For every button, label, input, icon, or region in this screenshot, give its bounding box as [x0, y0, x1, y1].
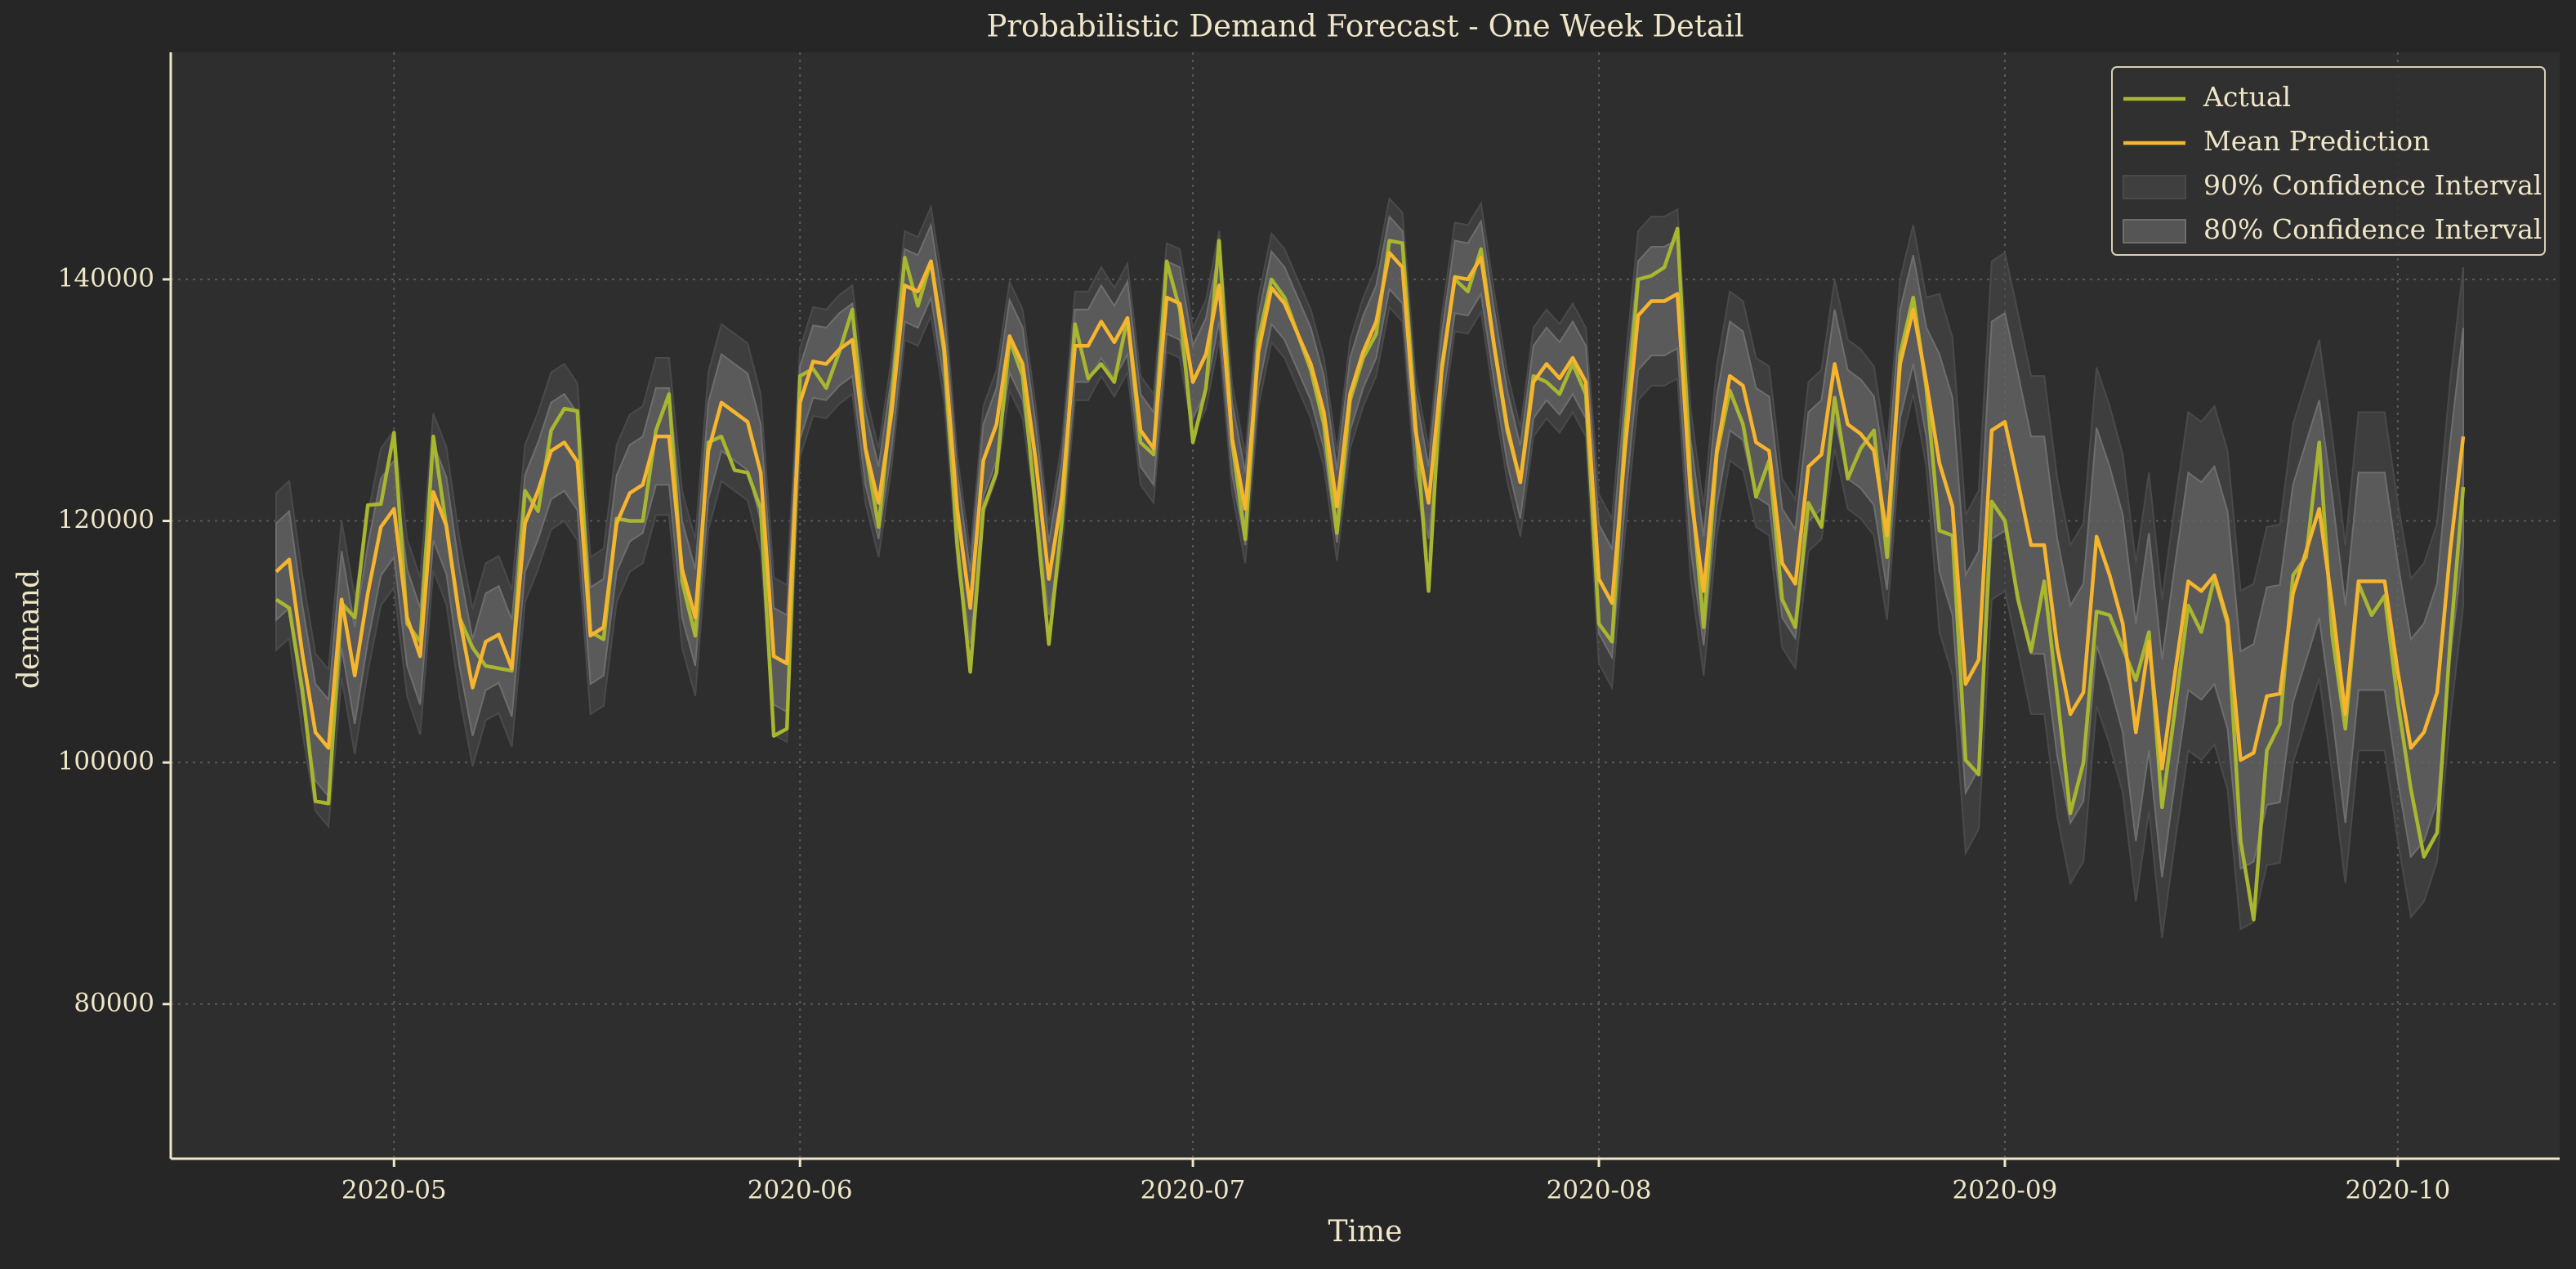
axes-layer: 80000 100000 120000 140000 2020-05 2020-06 202…: [58, 52, 2560, 1205]
series-line: [275, 251, 2466, 771]
legend-label: 80% Confidence Interval: [2203, 213, 2542, 245]
y-tick-label: 100000: [58, 747, 154, 776]
legend: Actual Mean Prediction 90% Confidence Inte…: [2111, 66, 2546, 256]
legend-label: Mean Prediction: [2203, 125, 2430, 157]
legend-swatch: [2123, 175, 2186, 199]
legend-swatch: [2123, 219, 2186, 244]
series-line: [275, 226, 2466, 922]
y-axis-label: demand: [12, 570, 46, 689]
legend-label: Actual: [2203, 81, 2291, 113]
chart-title: Probabilistic Demand Forecast - One Week…: [986, 9, 1743, 44]
x-tick-label: 2020-08: [1547, 1176, 1652, 1205]
y-tick-label: 120000: [58, 505, 154, 534]
x-tick-label: 2020-10: [2345, 1176, 2450, 1205]
legend-box: [2111, 66, 2546, 256]
y-tick-label: 140000: [58, 263, 154, 293]
line-layer: [275, 226, 2466, 922]
x-tick-label: 2020-06: [748, 1176, 853, 1205]
x-tick-label: 2020-05: [342, 1176, 447, 1205]
x-axis-label: Time: [1328, 1215, 1403, 1249]
legend-label: 90% Confidence Interval: [2203, 169, 2542, 201]
y-tick-label: 80000: [74, 988, 154, 1017]
x-tick-label: 2020-09: [1953, 1176, 2058, 1205]
x-tick-label: 2020-07: [1141, 1176, 1246, 1205]
